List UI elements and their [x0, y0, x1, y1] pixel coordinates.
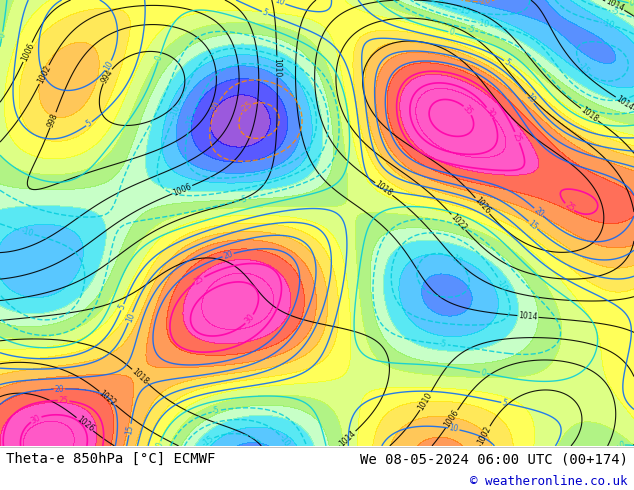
Text: 994: 994 — [100, 68, 115, 85]
Text: -5: -5 — [239, 194, 249, 205]
Text: Theta-e 850hPa [°C] ECMWF: Theta-e 850hPa [°C] ECMWF — [6, 452, 216, 466]
Text: We 08-05-2024 06:00 UTC (00+174): We 08-05-2024 06:00 UTC (00+174) — [359, 452, 628, 466]
Text: 0: 0 — [628, 0, 634, 8]
Text: 20: 20 — [532, 205, 545, 219]
Text: 1006: 1006 — [172, 182, 193, 197]
Text: 1002: 1002 — [477, 425, 493, 446]
Text: -15: -15 — [576, 61, 591, 76]
Text: 1014: 1014 — [614, 94, 634, 112]
Text: 0: 0 — [0, 32, 7, 38]
Text: -15: -15 — [200, 434, 216, 449]
Text: 1006: 1006 — [20, 42, 36, 63]
Text: -5: -5 — [466, 24, 476, 35]
Text: 1014: 1014 — [604, 0, 626, 14]
Text: 1022: 1022 — [449, 212, 469, 232]
Text: 1018: 1018 — [373, 180, 394, 198]
Text: 5: 5 — [117, 303, 127, 311]
Text: 20: 20 — [222, 249, 234, 261]
Text: 25: 25 — [511, 131, 523, 144]
Text: 30: 30 — [243, 313, 256, 326]
Text: -15: -15 — [458, 5, 471, 16]
Text: 10: 10 — [274, 0, 286, 8]
Text: 1006: 1006 — [443, 409, 461, 430]
Text: 1018: 1018 — [579, 105, 600, 124]
Text: 0: 0 — [448, 27, 455, 38]
Text: 1022: 1022 — [97, 389, 118, 408]
Text: -15: -15 — [185, 114, 197, 128]
Text: 1018: 1018 — [130, 367, 150, 386]
Text: 10: 10 — [124, 312, 136, 324]
Text: 20: 20 — [55, 384, 64, 393]
Text: 10: 10 — [102, 59, 115, 72]
Text: -5: -5 — [439, 340, 448, 349]
Text: 5: 5 — [84, 119, 94, 129]
Text: -20: -20 — [210, 99, 223, 115]
Text: -5: -5 — [610, 7, 620, 18]
Text: 25: 25 — [58, 396, 68, 405]
Text: 30: 30 — [30, 413, 42, 425]
Text: 1010: 1010 — [417, 391, 434, 412]
Text: 10: 10 — [524, 92, 536, 105]
Text: 1026: 1026 — [74, 415, 95, 434]
Text: 35: 35 — [461, 104, 474, 117]
Text: 0: 0 — [155, 441, 165, 448]
Text: 1002: 1002 — [36, 64, 53, 85]
Text: -10: -10 — [602, 19, 616, 30]
Text: -10: -10 — [169, 104, 183, 119]
Text: 15: 15 — [124, 424, 135, 435]
Text: 0: 0 — [480, 368, 487, 378]
Text: 5: 5 — [502, 57, 512, 68]
Text: 5: 5 — [261, 8, 269, 18]
Text: 5: 5 — [501, 398, 508, 408]
Text: © weatheronline.co.uk: © weatheronline.co.uk — [470, 475, 628, 488]
Text: -25: -25 — [239, 100, 254, 115]
Text: -10: -10 — [277, 433, 292, 448]
Text: 30: 30 — [484, 106, 496, 119]
Text: 1014: 1014 — [338, 428, 358, 448]
Text: -20: -20 — [479, 0, 491, 6]
Text: 0: 0 — [154, 54, 164, 62]
Text: -10: -10 — [495, 277, 509, 293]
Text: 1010: 1010 — [273, 57, 281, 77]
Text: 25: 25 — [193, 273, 206, 287]
Text: 998: 998 — [46, 112, 60, 128]
Text: 10: 10 — [448, 423, 459, 434]
Text: -15: -15 — [448, 253, 463, 267]
Text: 1014: 1014 — [518, 311, 538, 322]
Text: 25: 25 — [563, 201, 576, 214]
Text: 15: 15 — [526, 219, 540, 232]
Text: -10: -10 — [477, 18, 491, 29]
Text: -5: -5 — [212, 406, 221, 416]
Text: -10: -10 — [20, 226, 35, 239]
Text: 0: 0 — [618, 441, 624, 450]
Text: 1026: 1026 — [473, 196, 492, 216]
